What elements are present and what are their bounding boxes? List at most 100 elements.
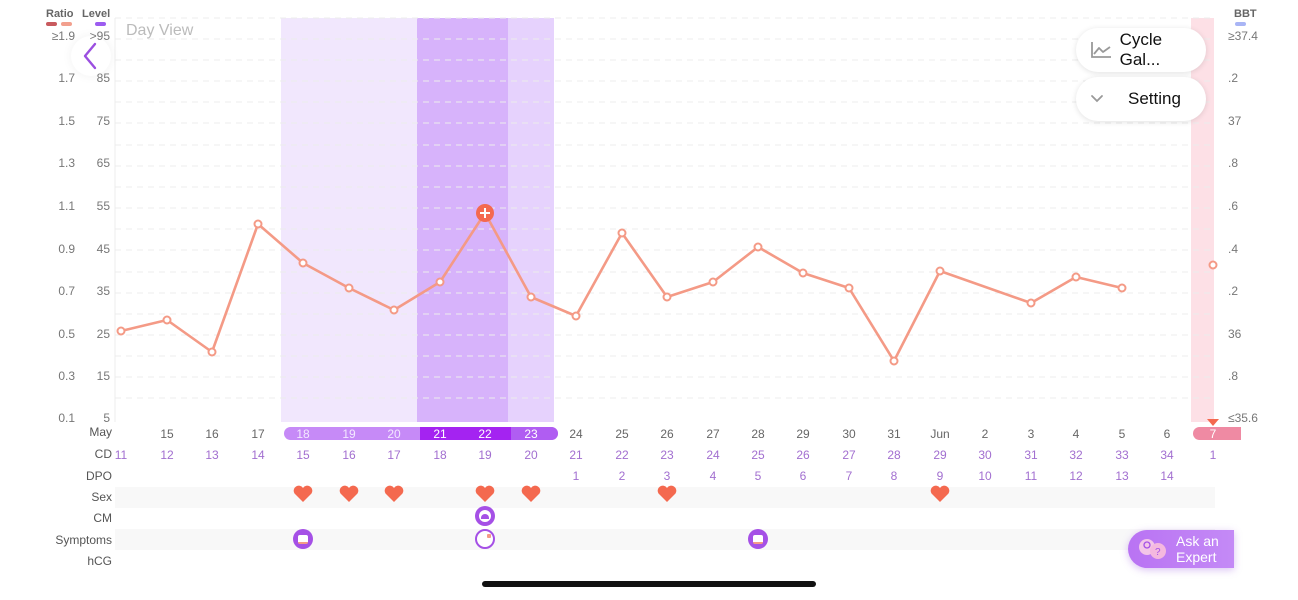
cd-cell: 22 <box>615 448 629 462</box>
cd-cell: 16 <box>342 448 356 462</box>
ratio-swatch-dark <box>46 22 57 26</box>
heart-icon[interactable] <box>520 485 542 503</box>
level-tick: 55 <box>96 199 110 213</box>
period-band <box>1191 18 1214 422</box>
date-cell[interactable]: 17 <box>251 427 265 441</box>
date-cell[interactable]: 21 <box>433 427 447 441</box>
cd-cell: 32 <box>1069 448 1083 462</box>
date-cell[interactable]: 29 <box>796 427 810 441</box>
date-cell[interactable]: 2 <box>981 427 989 441</box>
bbt-tick: 36 <box>1228 327 1242 341</box>
cycle-gallery-button[interactable]: Cycle Gal... <box>1076 28 1206 72</box>
expert-chat-icon: ? <box>1139 539 1166 559</box>
level-tick: 85 <box>96 71 110 85</box>
row-label-dpo: DPO <box>85 469 112 483</box>
heart-icon[interactable] <box>383 485 405 503</box>
level-tick: 45 <box>96 242 110 256</box>
date-cell[interactable]: 19 <box>342 427 356 441</box>
bbt-swatch <box>1235 22 1246 26</box>
date-cell[interactable]: 26 <box>660 427 674 441</box>
dpo-cell: 2 <box>618 469 626 483</box>
period-date-pill <box>1193 427 1241 440</box>
date-cell[interactable]: 16 <box>205 427 219 441</box>
date-cell[interactable]: 3 <box>1027 427 1035 441</box>
bbt-tick: .8 <box>1228 156 1239 170</box>
cd-cell: 30 <box>978 448 992 462</box>
ratio-legend-label: Ratio <box>46 8 74 20</box>
heart-icon[interactable] <box>929 485 951 503</box>
row-label-symptoms: Symptoms <box>55 533 112 547</box>
symptom-icon[interactable] <box>475 529 495 549</box>
date-cell[interactable]: 7 <box>1209 427 1217 441</box>
dpo-cell: 11 <box>1024 469 1038 483</box>
heart-icon[interactable] <box>338 485 360 503</box>
date-cell[interactable]: Jun <box>930 427 950 441</box>
date-cell[interactable]: 23 <box>524 427 538 441</box>
dpo-cell: 5 <box>754 469 762 483</box>
date-cell[interactable]: 20 <box>387 427 401 441</box>
cd-cell: 26 <box>796 448 810 462</box>
cd-cell: 29 <box>933 448 947 462</box>
cd-cell: 31 <box>1024 448 1038 462</box>
ratio-tick: ≥1.9 <box>51 29 75 43</box>
heart-icon[interactable] <box>292 485 314 503</box>
cd-cell: 33 <box>1115 448 1129 462</box>
level-tick: 65 <box>96 156 110 170</box>
chevron-down-icon <box>1091 95 1103 103</box>
cd-cell: 21 <box>569 448 583 462</box>
peak-marker <box>476 204 494 222</box>
symptom-icon[interactable] <box>748 529 768 549</box>
date-cell[interactable]: 4 <box>1072 427 1080 441</box>
back-button[interactable] <box>71 36 111 76</box>
cd-cell: 17 <box>387 448 401 462</box>
ask-expert-line2: Expert <box>1176 549 1217 565</box>
cd-cell: 15 <box>296 448 310 462</box>
date-cell[interactable]: 25 <box>615 427 629 441</box>
date-cell[interactable]: 24 <box>569 427 583 441</box>
dpo-cell: 4 <box>709 469 717 483</box>
cd-cell: 24 <box>706 448 720 462</box>
level-legend-label: Level <box>82 8 111 20</box>
date-cell[interactable]: 5 <box>1118 427 1126 441</box>
line-chart-icon <box>1091 42 1111 58</box>
dpo-cell: 1 <box>572 469 580 483</box>
ask-expert-button[interactable]: ? Ask an Expert <box>1128 530 1234 568</box>
period-marker <box>1207 419 1219 426</box>
date-cell[interactable]: 31 <box>887 427 901 441</box>
row-label-sex: Sex <box>91 490 112 504</box>
ratio-tick: 0.7 <box>58 284 75 298</box>
date-cell[interactable]: 22 <box>478 427 492 441</box>
cervical-mucus-icon[interactable] <box>475 506 495 526</box>
fertile-date-pill <box>284 427 558 440</box>
bbt-tick: .2 <box>1228 284 1239 298</box>
dpo-cell: 12 <box>1069 469 1083 483</box>
level-tick: 25 <box>96 327 110 341</box>
dpo-cell: 10 <box>978 469 992 483</box>
ratio-tick: 1.3 <box>58 156 75 170</box>
date-cell[interactable]: 27 <box>706 427 720 441</box>
ask-expert-line1: Ask an <box>1176 533 1219 549</box>
level-tick: 5 <box>103 411 110 425</box>
bbt-tick: ≥37.4 <box>1228 29 1258 43</box>
date-cell[interactable]: 6 <box>1163 427 1171 441</box>
date-cell[interactable]: 28 <box>751 427 765 441</box>
dpo-cell: 13 <box>1115 469 1129 483</box>
home-indicator[interactable] <box>482 581 816 587</box>
cd-cell: 12 <box>160 448 174 462</box>
fertile-band-late <box>508 18 554 422</box>
ratio-tick: 0.3 <box>58 369 75 383</box>
date-cell[interactable]: 18 <box>296 427 310 441</box>
heart-icon[interactable] <box>656 485 678 503</box>
bbt-tick: 37 <box>1228 114 1242 128</box>
bbt-tick: .8 <box>1228 369 1239 383</box>
date-cell[interactable]: 15 <box>160 427 174 441</box>
date-cell[interactable]: 30 <box>842 427 856 441</box>
cycle-gallery-label: Cycle Gal... <box>1119 30 1163 69</box>
setting-button[interactable]: Setting <box>1076 77 1206 121</box>
ratio-swatch-light <box>61 22 72 26</box>
symptom-icon[interactable] <box>293 529 313 549</box>
heart-icon[interactable] <box>474 485 496 503</box>
level-tick: 35 <box>96 284 110 298</box>
ratio-tick: 0.9 <box>58 242 75 256</box>
